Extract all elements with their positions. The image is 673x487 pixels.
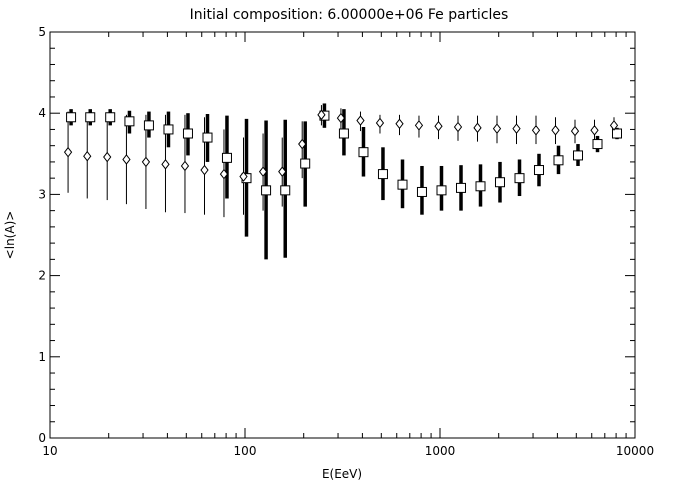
diamond-marker	[551, 124, 560, 136]
diamond-marker	[219, 168, 229, 180]
x-axis-label: E(EeV)	[322, 467, 362, 481]
diamond-marker	[63, 146, 73, 158]
axis-ticks	[49, 31, 636, 439]
square-marker	[514, 173, 525, 184]
y-tick-label: 3	[38, 187, 46, 201]
y-tick-label: 4	[38, 106, 46, 120]
x-tick-label: 100	[234, 444, 257, 458]
square-marker	[338, 128, 349, 139]
diamond-marker	[161, 159, 170, 170]
x-tick-label: 10000	[616, 444, 654, 458]
diamond-marker	[336, 112, 346, 124]
square-marker	[85, 112, 96, 123]
square-marker	[261, 185, 272, 196]
data-markers	[63, 109, 622, 197]
square-marker	[573, 150, 584, 161]
diamond-marker	[122, 154, 131, 165]
diamond-marker	[83, 150, 92, 162]
x-tick-label: 1000	[425, 444, 456, 458]
diamond-marker	[258, 166, 268, 177]
square-marker	[280, 185, 291, 196]
diamond-marker	[356, 115, 365, 126]
square-marker	[105, 112, 116, 123]
square-marker	[377, 169, 388, 180]
square-marker	[124, 116, 135, 127]
square-marker	[163, 124, 174, 135]
square-marker	[553, 155, 564, 166]
square-marker	[300, 158, 311, 169]
diamond-marker	[492, 123, 502, 134]
diamond-marker	[414, 120, 424, 131]
diamond-marker	[512, 123, 521, 134]
diamond-marker	[473, 122, 482, 134]
diamond-marker	[609, 120, 619, 131]
square-marker	[202, 132, 213, 143]
diamond-marker	[141, 156, 151, 168]
diamond-marker	[375, 117, 385, 129]
square-marker	[66, 112, 77, 123]
diamond-marker	[531, 124, 541, 136]
square-marker	[436, 185, 447, 196]
y-tick-label: 5	[38, 25, 46, 39]
axis-tick-labels: 10 100 1000 10000 0 1 2 3 4 5	[38, 25, 654, 458]
square-marker	[397, 179, 408, 190]
diamond-marker	[103, 151, 112, 163]
diamond-marker	[434, 120, 443, 132]
plot-frame	[49, 31, 636, 439]
diamond-marker	[590, 124, 599, 136]
diamond-marker	[180, 160, 190, 172]
square-marker	[494, 177, 505, 188]
square-marker	[456, 182, 467, 193]
square-marker	[416, 186, 427, 197]
square-marker	[182, 128, 193, 139]
y-tick-label: 2	[38, 269, 46, 283]
chart-title: Initial composition: 6.00000e+06 Fe part…	[190, 7, 509, 23]
diamond-marker	[570, 125, 580, 137]
x-tick-label: 10	[42, 444, 57, 458]
diamond-marker	[278, 166, 287, 177]
diamond-marker	[239, 171, 248, 182]
y-tick-label: 0	[38, 431, 46, 445]
square-marker	[611, 128, 622, 139]
square-marker	[358, 147, 369, 158]
square-marker	[533, 165, 544, 176]
diamond-marker	[453, 121, 463, 133]
y-axis-label: <ln(A)>	[3, 211, 17, 260]
diamond-marker	[200, 164, 209, 176]
diamond-marker	[298, 138, 307, 150]
diamond-marker	[317, 109, 326, 121]
square-marker	[143, 120, 154, 131]
square-marker	[221, 152, 232, 163]
square-marker	[475, 181, 486, 192]
diamond-marker	[395, 118, 404, 130]
square-marker	[592, 139, 603, 150]
y-tick-label: 1	[38, 350, 46, 364]
